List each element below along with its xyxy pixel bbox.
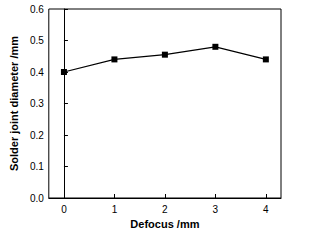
- svg-text:Defocus /mm: Defocus /mm: [130, 218, 199, 230]
- svg-text:3: 3: [213, 204, 219, 215]
- svg-text:0.3: 0.3: [30, 98, 44, 109]
- svg-text:0.6: 0.6: [30, 4, 44, 15]
- svg-text:4: 4: [263, 204, 269, 215]
- svg-text:Solder joint diameter /mm: Solder joint diameter /mm: [8, 36, 20, 171]
- svg-text:0.1: 0.1: [30, 161, 44, 172]
- svg-text:0.4: 0.4: [30, 67, 44, 78]
- svg-text:1: 1: [112, 204, 118, 215]
- svg-text:0.2: 0.2: [30, 130, 44, 141]
- svg-text:0.5: 0.5: [30, 35, 44, 46]
- svg-text:2: 2: [162, 204, 168, 215]
- svg-text:0.0: 0.0: [30, 193, 44, 204]
- svg-text:0: 0: [61, 204, 67, 215]
